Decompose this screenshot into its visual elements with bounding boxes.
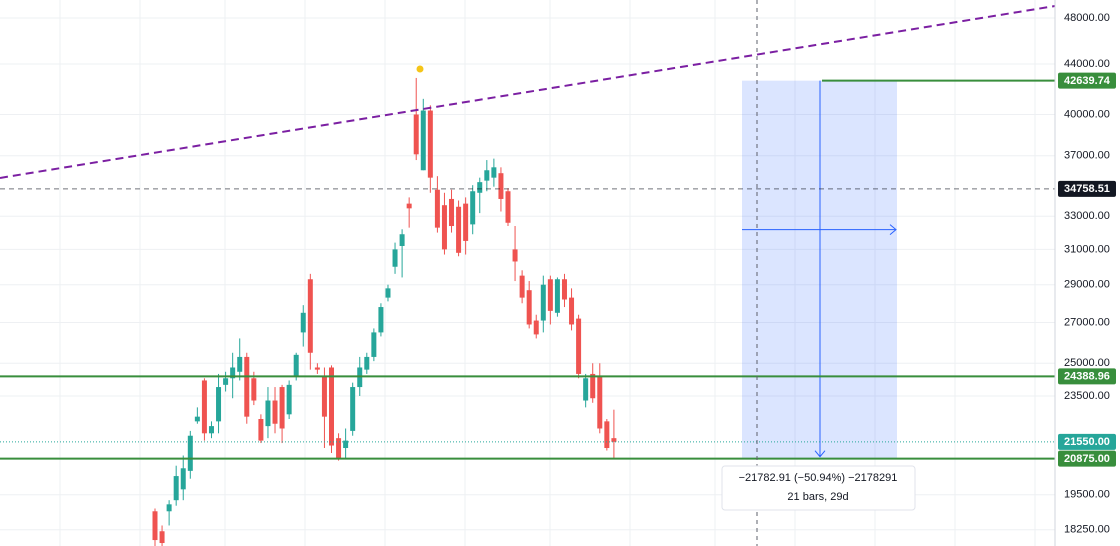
measure-arrowhead-v <box>814 450 826 458</box>
candle-body <box>329 367 334 446</box>
candle-body <box>434 189 440 228</box>
candle-body <box>392 249 398 267</box>
candle-body <box>569 297 575 325</box>
candle-body <box>314 367 320 370</box>
candle-body <box>533 320 539 335</box>
candle-body <box>604 421 610 449</box>
candle-body <box>187 435 193 471</box>
candle-body <box>512 249 518 262</box>
vertical-grid <box>59 0 1036 546</box>
candle-body <box>385 288 391 298</box>
y-tick-label: 40000.00 <box>1064 108 1110 120</box>
candle-body <box>343 440 349 449</box>
candle-body <box>180 468 186 490</box>
candle-body <box>237 356 243 372</box>
price-label: 21550.00 <box>1064 436 1110 448</box>
candle-body <box>208 426 214 434</box>
candle-body <box>272 400 278 424</box>
y-tick-label: 27000.00 <box>1064 316 1110 328</box>
candle-body <box>583 378 589 401</box>
measure-arrowhead-h <box>889 224 897 236</box>
y-tick-label: 48000.00 <box>1064 12 1110 24</box>
price-label: 42639.74 <box>1064 75 1111 87</box>
candle-body <box>484 170 490 181</box>
y-tick-label: 18250.00 <box>1064 524 1110 536</box>
candle-body <box>201 380 207 434</box>
candle-body <box>265 400 271 427</box>
candle-body <box>519 275 525 298</box>
candle-body <box>371 332 377 357</box>
candle-body <box>194 416 200 422</box>
candle-body <box>505 191 511 223</box>
candle-body <box>279 387 285 429</box>
candle-body <box>406 203 412 209</box>
candle-body <box>286 384 292 415</box>
candle-body <box>470 191 476 225</box>
tooltip-box <box>721 465 916 511</box>
trend-line <box>0 5 1056 179</box>
candle-body <box>244 356 250 417</box>
candle-body <box>590 373 596 399</box>
candle-body <box>611 438 617 442</box>
y-tick-label: 31000.00 <box>1064 243 1110 255</box>
measure-tooltip: −21782.91 (−50.94%) −2178291 21 bars, 29… <box>721 465 916 511</box>
candle-body <box>477 182 483 193</box>
price-label-box <box>1058 180 1116 197</box>
candle-body <box>561 279 567 300</box>
y-tick-label: 33000.00 <box>1064 210 1110 222</box>
candle-body <box>576 318 582 374</box>
candle-body <box>441 205 447 250</box>
candle-body <box>364 356 370 370</box>
price-label-box <box>1058 433 1116 450</box>
candle-body <box>554 279 560 313</box>
candle-body <box>463 203 469 241</box>
candle-body <box>540 284 546 321</box>
candle-body <box>258 419 264 441</box>
price-label: 20875.00 <box>1064 453 1110 465</box>
measure-label: −21782.91 (−50.94%) −2178291 <box>739 472 898 484</box>
price-label-box <box>1058 368 1116 385</box>
candle-body <box>152 511 158 541</box>
y-tick-label: 23500.00 <box>1064 390 1110 402</box>
y-tick-label: 19500.00 <box>1064 489 1110 501</box>
candle-body <box>456 206 462 253</box>
candle-body <box>427 110 433 178</box>
candle-body <box>420 110 426 171</box>
candle-body <box>491 167 497 178</box>
candle-body <box>378 307 384 333</box>
candle-body <box>166 504 172 512</box>
candle-body <box>230 367 236 379</box>
price-label: 34758.51 <box>1064 183 1110 195</box>
y-tick-label: 44000.00 <box>1064 58 1110 70</box>
price-label-box <box>1058 450 1116 467</box>
price-label: 24388.96 <box>1064 371 1110 383</box>
candle-body <box>336 438 342 459</box>
candle-body <box>413 114 419 155</box>
y-tick-label: 37000.00 <box>1064 150 1110 162</box>
candle-body <box>350 387 356 431</box>
measure-sublabel: 21 bars, 29d <box>787 491 848 503</box>
candle-body <box>547 279 553 311</box>
candle-body <box>399 234 405 246</box>
candle-body <box>498 173 504 199</box>
candle-body <box>216 387 222 422</box>
candle-body <box>173 476 179 501</box>
candle-body <box>159 531 165 544</box>
y-tick-label: 25000.00 <box>1064 357 1110 369</box>
y-tick-label: 29000.00 <box>1064 279 1110 291</box>
price-label-box <box>1058 72 1116 89</box>
candle-body <box>251 378 257 401</box>
marker-dot <box>416 65 424 73</box>
candle-body <box>223 378 229 385</box>
candle-body <box>307 279 313 353</box>
candle-body <box>300 312 306 333</box>
candle-body <box>526 290 532 325</box>
candle-body <box>449 198 455 227</box>
candle-body <box>321 376 327 417</box>
candle-body <box>597 376 603 429</box>
candle-body <box>293 354 299 377</box>
